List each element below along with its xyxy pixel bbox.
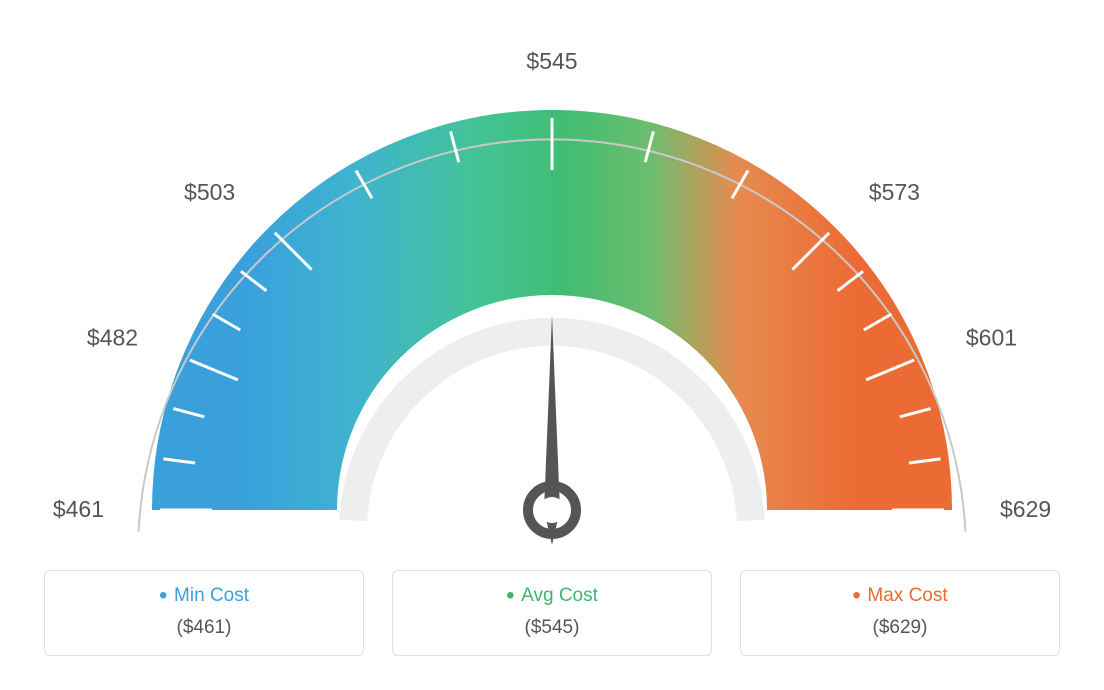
legend-label-avg: Avg Cost xyxy=(403,585,701,607)
legend-row: Min Cost ($461) Avg Cost ($545) Max Cost… xyxy=(0,570,1104,656)
svg-text:$629: $629 xyxy=(1000,496,1051,522)
svg-text:$601: $601 xyxy=(966,325,1017,351)
svg-text:$482: $482 xyxy=(87,325,138,351)
legend-value-avg: ($545) xyxy=(403,617,701,639)
legend-card-avg: Avg Cost ($545) xyxy=(392,570,712,656)
legend-card-max: Max Cost ($629) xyxy=(740,570,1060,656)
legend-value-min: ($461) xyxy=(55,617,353,639)
legend-label-max: Max Cost xyxy=(751,585,1049,607)
legend-label-min: Min Cost xyxy=(55,585,353,607)
svg-text:$545: $545 xyxy=(526,48,577,74)
cost-gauge: $461 $482 $503 $545 $573 $601 $629 xyxy=(0,0,1104,570)
svg-text:$573: $573 xyxy=(869,179,920,205)
svg-text:$503: $503 xyxy=(184,179,235,205)
svg-text:$461: $461 xyxy=(53,496,104,522)
legend-value-max: ($629) xyxy=(751,617,1049,639)
legend-card-min: Min Cost ($461) xyxy=(44,570,364,656)
